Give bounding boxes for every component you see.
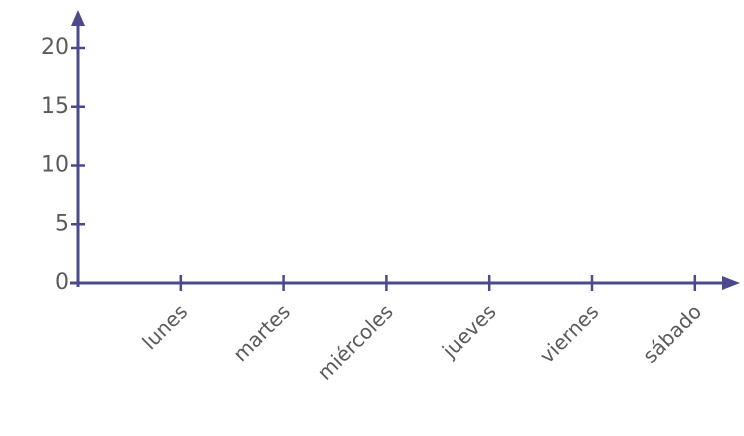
y-tick-label: 15 <box>41 94 69 119</box>
y-tick-label: 10 <box>41 153 69 178</box>
x-tick-label: miércoles <box>313 299 398 384</box>
x-axis-arrow <box>722 276 740 290</box>
x-tick-label: martes <box>228 299 295 366</box>
x-tick-label: lunes <box>137 299 192 354</box>
y-tick-label: 20 <box>41 35 69 60</box>
y-tick-label: 5 <box>55 211 69 236</box>
x-tick-label: sábado <box>638 299 706 367</box>
x-tick-label: viernes <box>535 299 604 368</box>
y-tick-label: 0 <box>55 270 69 295</box>
x-tick-label: jueves <box>437 299 501 363</box>
y-axis-arrow <box>71 10 85 26</box>
